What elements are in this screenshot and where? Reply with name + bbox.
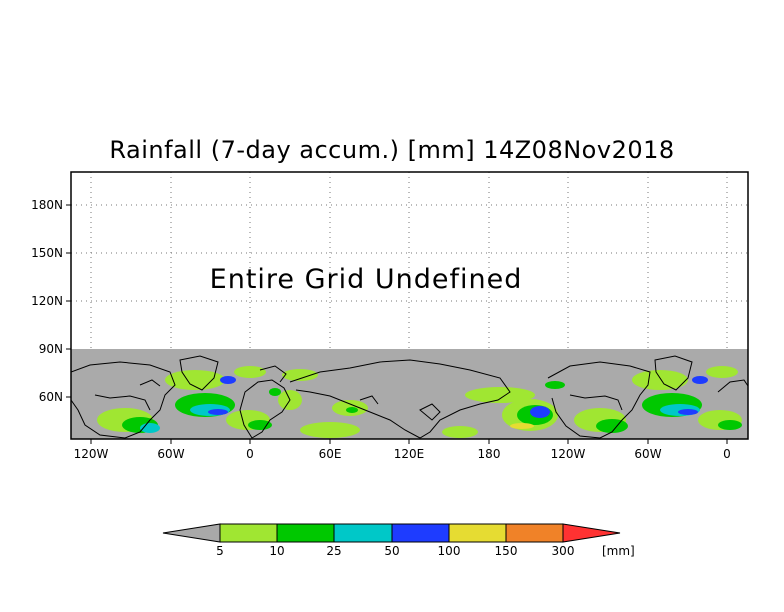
- lon-label-120e: 120E: [394, 447, 425, 461]
- continent-outlines: [71, 355, 748, 439]
- legend-unit-label: [mm]: [602, 544, 635, 558]
- lon-label-120w: 120W: [74, 447, 109, 461]
- legend-swatch-below-5: [162, 523, 221, 543]
- legend-label-300: 300: [552, 544, 575, 558]
- legend-swatch-5-10: [219, 523, 278, 543]
- color-legend: 5 10 25 50 100 150 300 [mm]: [162, 523, 635, 558]
- legend-label-25: 25: [326, 544, 341, 558]
- lon-label-180: 180: [478, 447, 501, 461]
- undefined-grid-message: Entire Grid Undefined: [210, 264, 523, 295]
- legend-swatch-100-150: [448, 523, 507, 543]
- legend-label-10: 10: [269, 544, 284, 558]
- legend-swatch-50-100: [391, 523, 450, 543]
- legend-swatch-10-25: [276, 523, 335, 543]
- lon-tick-marks: [90, 439, 728, 444]
- lon-label-60w-repeat: 60W: [634, 447, 661, 461]
- lon-label-0: 0: [246, 447, 254, 461]
- rainfall-field: [97, 366, 742, 438]
- lat-tick-marks: [66, 204, 71, 398]
- legend-label-150: 150: [495, 544, 518, 558]
- lon-label-0-repeat: 0: [723, 447, 731, 461]
- legend-swatch-25-50: [333, 523, 393, 543]
- lon-label-60w: 60W: [157, 447, 184, 461]
- lat-label-180n: 180N: [31, 198, 63, 212]
- lat-label-90n: 90N: [39, 342, 63, 356]
- legend-label-5: 5: [216, 544, 224, 558]
- lon-label-120w-repeat: 120W: [551, 447, 586, 461]
- legend-label-50: 50: [384, 544, 399, 558]
- legend-label-100: 100: [438, 544, 461, 558]
- lat-label-60n: 60N: [39, 390, 63, 404]
- map-title: Rainfall (7-day accum.) [mm] 14Z08Nov201…: [109, 136, 675, 164]
- lon-label-60e: 60E: [319, 447, 342, 461]
- legend-swatch-150-300: [505, 523, 564, 543]
- undefined-data-region: [71, 349, 748, 439]
- lat-label-120n: 120N: [31, 294, 63, 308]
- lat-label-150n: 150N: [31, 246, 63, 260]
- legend-swatch-above-300: [562, 523, 621, 543]
